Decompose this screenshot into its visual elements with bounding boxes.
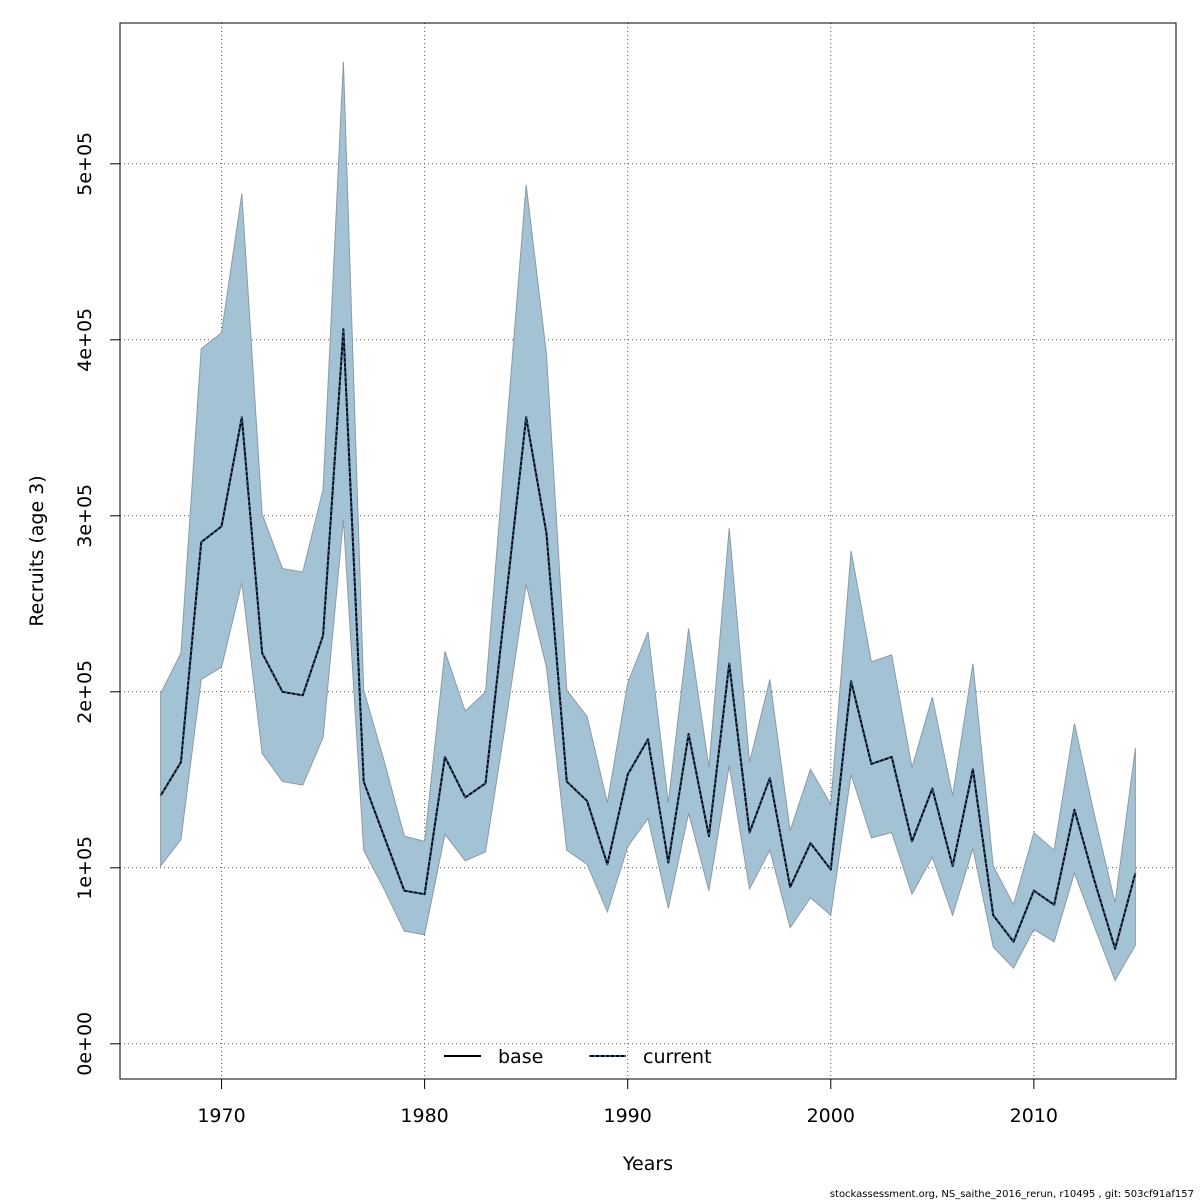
y-axis-title: Recruits (age 3) bbox=[26, 475, 48, 626]
legend-label-base: base bbox=[498, 1046, 543, 1068]
y-tick-label-3e+05: 3e+05 bbox=[74, 484, 96, 548]
confidence-band-area bbox=[160, 61, 1136, 982]
x-tick-label-1980: 1980 bbox=[400, 1105, 448, 1127]
y-tick-label-4e+05: 4e+05 bbox=[74, 308, 96, 372]
y-tick-label-5e+05: 5e+05 bbox=[74, 132, 96, 196]
y-tick-label-2e+05: 2e+05 bbox=[74, 660, 96, 724]
x-tick-label-2010: 2010 bbox=[1010, 1105, 1058, 1127]
x-axis: 1970 1980 1990 2000 2010 bbox=[197, 1079, 1058, 1127]
series-line-current bbox=[159, 328, 1137, 950]
x-tick-label-1970: 1970 bbox=[197, 1105, 245, 1127]
legend-label-current: current bbox=[643, 1046, 712, 1068]
x-tick-label-2000: 2000 bbox=[807, 1105, 855, 1127]
grid-lines bbox=[120, 23, 1176, 1079]
y-tick-label-0e+00: 0e+00 bbox=[74, 1012, 96, 1076]
y-axis: 0e+00 1e+05 2e+05 3e+05 4e+05 5e+05 bbox=[74, 132, 120, 1076]
confidence-band bbox=[160, 61, 1136, 982]
plot-frame bbox=[119, 22, 1177, 1080]
footer-credit: stockassessment.org, NS_saithe_2016_reru… bbox=[830, 1189, 1194, 1200]
y-tick-label-1e+05: 1e+05 bbox=[74, 836, 96, 900]
legend: base current bbox=[444, 1046, 712, 1068]
series-lines bbox=[159, 328, 1137, 950]
x-tick-label-1990: 1990 bbox=[604, 1105, 652, 1127]
x-axis-title: Years bbox=[622, 1153, 673, 1175]
